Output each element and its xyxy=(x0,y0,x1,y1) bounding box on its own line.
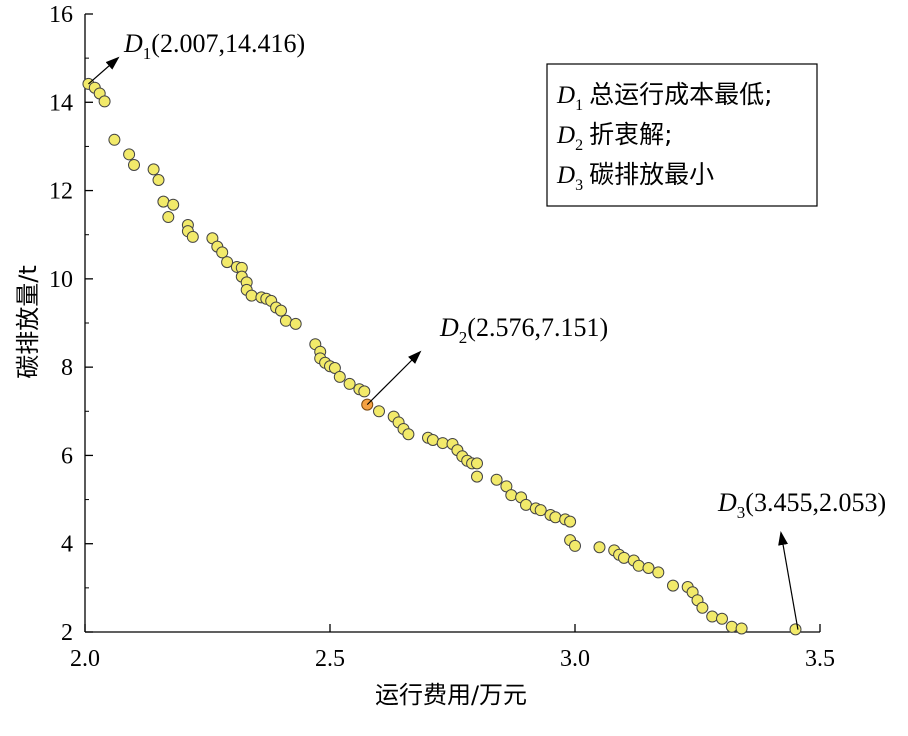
data-point xyxy=(789,623,802,636)
data-point xyxy=(108,133,121,146)
data-point xyxy=(152,173,165,186)
y-tick-label: 4 xyxy=(61,532,73,558)
data-point xyxy=(373,405,385,418)
data-point xyxy=(275,304,287,317)
data-point xyxy=(716,612,728,625)
data-point xyxy=(632,559,645,572)
legend-box xyxy=(546,63,818,207)
x-tick-label: 3.0 xyxy=(560,646,590,672)
data-point xyxy=(534,504,547,517)
annotation-arrow xyxy=(88,56,120,85)
data-point xyxy=(123,148,136,161)
data-point xyxy=(343,377,356,390)
data-point xyxy=(490,473,503,486)
annotation-arrow xyxy=(366,350,422,406)
point-annotations: D1(2.007,14.416) D2(2.576,7.151) D3(3.455,… xyxy=(88,29,886,630)
data-point xyxy=(436,437,449,450)
data-point xyxy=(652,566,665,579)
data-point xyxy=(471,470,483,483)
data-point xyxy=(358,385,371,398)
y-tick-label: 2 xyxy=(61,620,73,646)
data-point xyxy=(471,457,483,470)
data-point xyxy=(564,515,577,528)
x-tick-label: 2.0 xyxy=(70,646,100,672)
y-tick-label: 8 xyxy=(61,355,73,381)
x-axis-label: 运行费用/万元 xyxy=(375,681,527,709)
legend-entry: D2 折衷解; xyxy=(556,120,673,154)
legend: D1 总运行成本最低; D2 折衷解; D3 碳排放最小 xyxy=(546,63,818,207)
annotation-label: D3(3.455,2.053) xyxy=(717,488,886,522)
y-tick-label: 12 xyxy=(49,179,73,205)
data-point xyxy=(696,601,709,614)
data-point xyxy=(569,539,581,552)
y-tick-label: 6 xyxy=(61,443,73,469)
data-point xyxy=(505,489,518,502)
y-tick-label: 14 xyxy=(49,90,73,116)
annotation-arrow xyxy=(778,531,799,630)
annotation-label: D1(2.007,14.416) xyxy=(123,29,305,63)
tick-labels: 2.0 2.5 3.0 3.5 2 4 6 8 10 12 14 16 xyxy=(49,2,835,672)
y-axis-label: 碳排放量/t xyxy=(14,265,42,379)
data-point xyxy=(98,95,111,108)
data-point xyxy=(221,256,234,269)
x-tick-label: 2.5 xyxy=(315,646,345,672)
annotation-label: D2(2.576,7.151) xyxy=(439,313,608,347)
data-points xyxy=(82,77,802,636)
data-point xyxy=(245,289,258,302)
data-point xyxy=(186,230,199,243)
x-tick-label: 3.5 xyxy=(805,646,835,672)
data-point xyxy=(642,561,655,574)
legend-entry: D1 总运行成本最低; xyxy=(556,80,773,114)
data-point xyxy=(706,610,719,623)
axes xyxy=(84,13,821,633)
data-point xyxy=(667,579,679,592)
data-point xyxy=(147,163,160,176)
data-point xyxy=(216,246,229,259)
data-point xyxy=(162,211,175,224)
data-point xyxy=(618,551,630,564)
data-point xyxy=(549,511,562,524)
data-point xyxy=(735,622,748,635)
data-point xyxy=(167,198,180,211)
legend-entry: D3 碳排放最小 xyxy=(556,160,714,194)
data-point xyxy=(725,620,738,633)
y-tick-label: 10 xyxy=(49,267,73,293)
data-point xyxy=(402,428,415,441)
data-point xyxy=(289,317,302,330)
data-point xyxy=(128,158,140,171)
y-tick-label: 16 xyxy=(49,2,73,28)
data-point xyxy=(333,370,346,383)
data-point xyxy=(593,541,606,554)
